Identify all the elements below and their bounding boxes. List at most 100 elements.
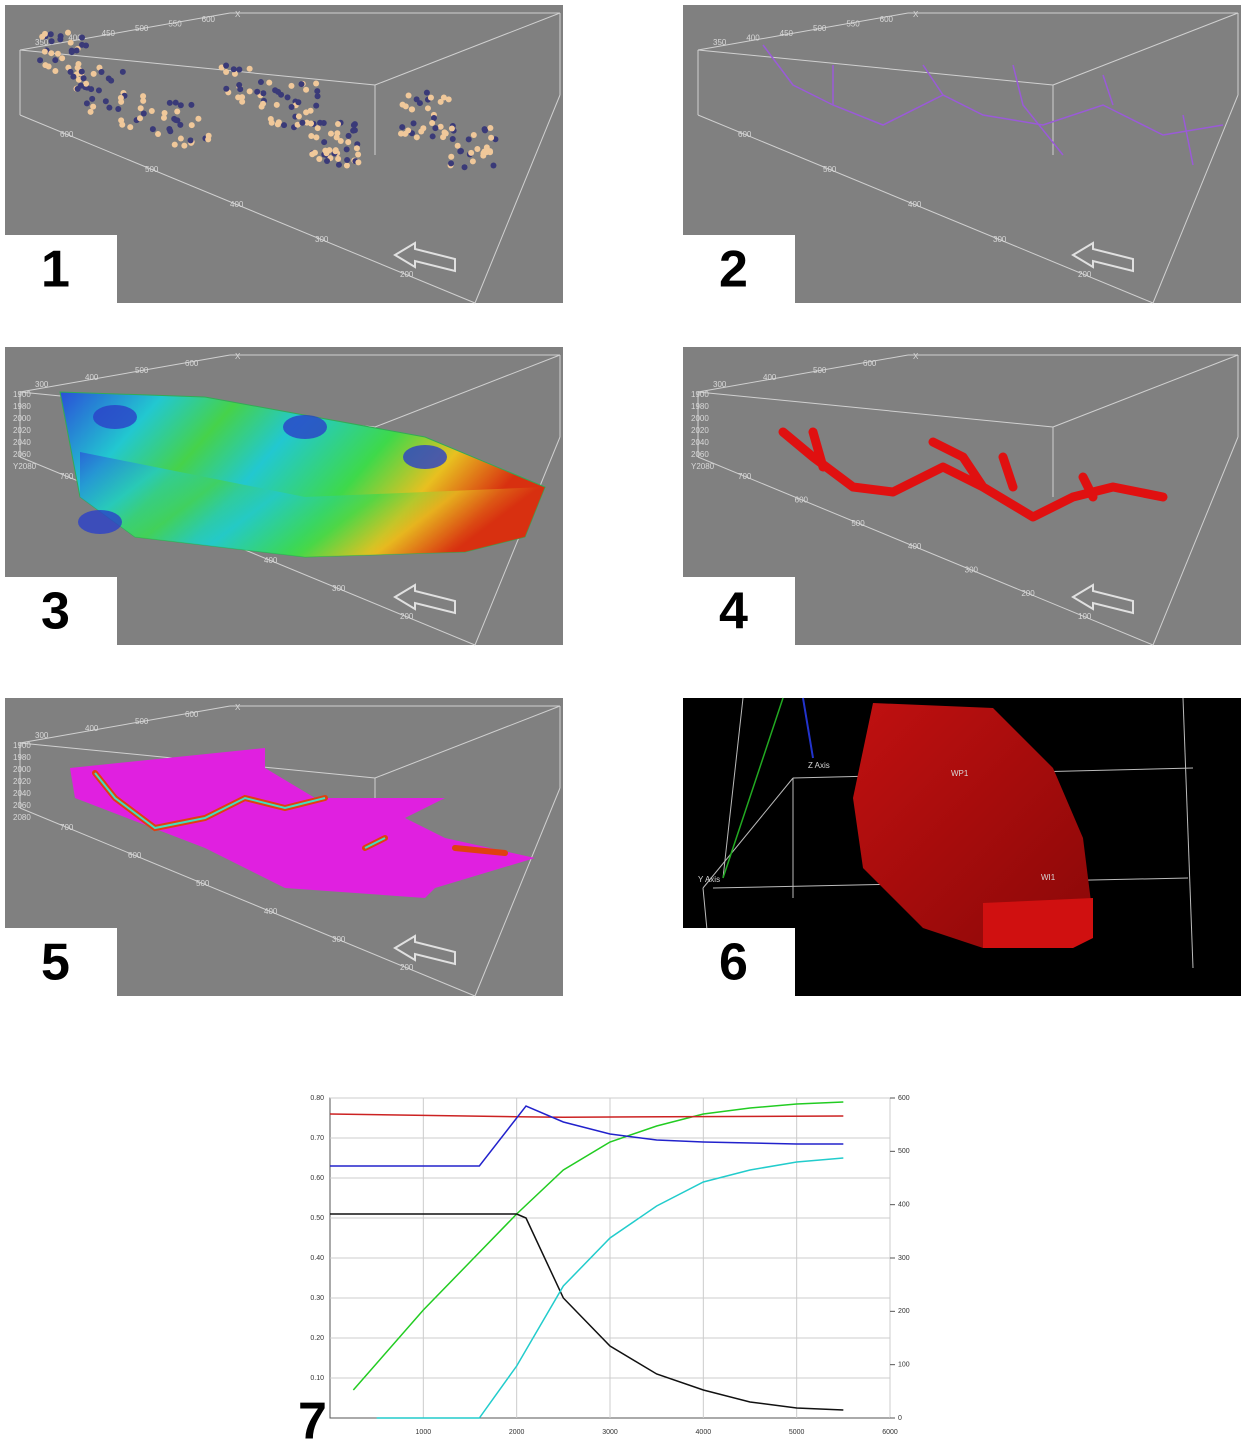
x-tick-label: 3000 xyxy=(602,1429,618,1436)
x-tick-label: 500 xyxy=(135,717,149,726)
data-point xyxy=(414,134,420,140)
data-point xyxy=(450,136,456,142)
low-spot xyxy=(78,510,122,534)
z-tick-label: 2060 xyxy=(13,801,31,810)
data-point xyxy=(55,51,61,57)
panel-number: 4 xyxy=(719,583,748,641)
data-point xyxy=(316,156,322,162)
data-point xyxy=(260,90,266,96)
z-tick-label: 2000 xyxy=(691,414,709,423)
data-point xyxy=(58,33,64,39)
data-point xyxy=(278,92,284,98)
data-point xyxy=(205,136,211,142)
panel: 350400450500550600X6005004003002001 xyxy=(5,5,563,303)
panel: 300400500600X190019802000202020402060208… xyxy=(5,698,563,996)
data-point xyxy=(313,80,319,86)
panel-number: 5 xyxy=(41,934,70,992)
z-tick-label: 2020 xyxy=(13,426,31,435)
data-point xyxy=(223,86,229,92)
data-point xyxy=(484,149,490,155)
data-point xyxy=(355,152,361,158)
data-point xyxy=(420,125,426,131)
x-tick-label: X xyxy=(235,352,241,361)
data-point xyxy=(98,69,104,75)
data-point xyxy=(335,121,341,127)
data-point xyxy=(462,164,468,170)
data-point xyxy=(324,150,330,156)
data-point xyxy=(417,100,423,106)
data-point xyxy=(321,139,327,145)
data-point xyxy=(471,132,477,138)
y2-tick-label: 400 xyxy=(898,1202,910,1209)
x-tick-label: 4000 xyxy=(696,1429,712,1436)
x-tick-label: 1000 xyxy=(416,1429,432,1436)
x-tick-label: 300 xyxy=(35,380,49,389)
data-point xyxy=(487,125,493,131)
y2-tick-label: 600 xyxy=(898,1095,910,1102)
x-tick-label: X xyxy=(235,10,241,19)
data-point xyxy=(59,55,65,61)
x-tick-label: 400 xyxy=(85,373,99,382)
low-spot xyxy=(403,445,447,469)
z-tick-label: Y2080 xyxy=(691,462,715,471)
data-point xyxy=(274,102,280,108)
data-point xyxy=(178,136,184,142)
x-tick-label: 600 xyxy=(202,15,216,24)
data-point xyxy=(313,103,319,109)
panel: 300400500600X190019802000202020402060Y20… xyxy=(5,347,563,645)
data-point xyxy=(120,69,126,75)
y-tick-label: 500 xyxy=(145,165,159,174)
data-point xyxy=(449,125,455,131)
data-point xyxy=(119,122,125,128)
data-point xyxy=(354,145,360,151)
data-point xyxy=(352,121,358,127)
data-point xyxy=(79,35,85,41)
data-point xyxy=(332,148,338,154)
data-point xyxy=(296,113,302,119)
data-point xyxy=(266,80,272,86)
data-point xyxy=(344,157,350,163)
data-point xyxy=(188,137,194,143)
data-point xyxy=(399,124,405,130)
data-point xyxy=(355,159,361,165)
y-tick-label: 400 xyxy=(230,200,244,209)
annotation: Z Axis xyxy=(808,761,830,770)
data-point xyxy=(78,83,84,89)
z-tick-label: 2040 xyxy=(691,438,709,447)
y-tick-label: 0.10 xyxy=(310,1375,324,1382)
y-tick-label: 0.30 xyxy=(310,1295,324,1302)
data-point xyxy=(149,108,155,114)
data-point xyxy=(448,154,454,160)
data-point xyxy=(350,128,356,134)
y-tick-label: 500 xyxy=(851,519,865,528)
data-point xyxy=(308,133,314,139)
y-tick-label: 300 xyxy=(965,565,979,574)
y-tick-label: 0.50 xyxy=(310,1215,324,1222)
x-tick-label: 2000 xyxy=(509,1429,525,1436)
y-tick-label: 700 xyxy=(60,823,74,832)
data-point xyxy=(308,108,314,114)
data-point xyxy=(118,95,124,101)
data-point xyxy=(344,162,350,168)
z-tick-label: 2000 xyxy=(13,765,31,774)
data-point xyxy=(140,93,146,99)
y-tick-label: 0.70 xyxy=(310,1135,324,1142)
figure: 350400450500550600X600500400300200135040… xyxy=(0,0,1241,1450)
data-point xyxy=(443,130,449,136)
data-point xyxy=(141,110,147,116)
data-point xyxy=(258,79,264,85)
data-point xyxy=(235,94,241,100)
annotation: Y Axis xyxy=(698,875,720,884)
x-tick-label: 300 xyxy=(35,731,49,740)
z-tick-label: 1900 xyxy=(691,390,709,399)
data-point xyxy=(315,93,321,99)
data-point xyxy=(42,49,48,55)
data-point xyxy=(127,124,133,130)
low-spot xyxy=(283,415,327,439)
panel-number: 7 xyxy=(298,1393,327,1450)
data-point xyxy=(428,95,434,101)
data-point xyxy=(298,81,304,87)
data-point xyxy=(272,87,278,93)
y-tick-label: 400 xyxy=(908,542,922,551)
